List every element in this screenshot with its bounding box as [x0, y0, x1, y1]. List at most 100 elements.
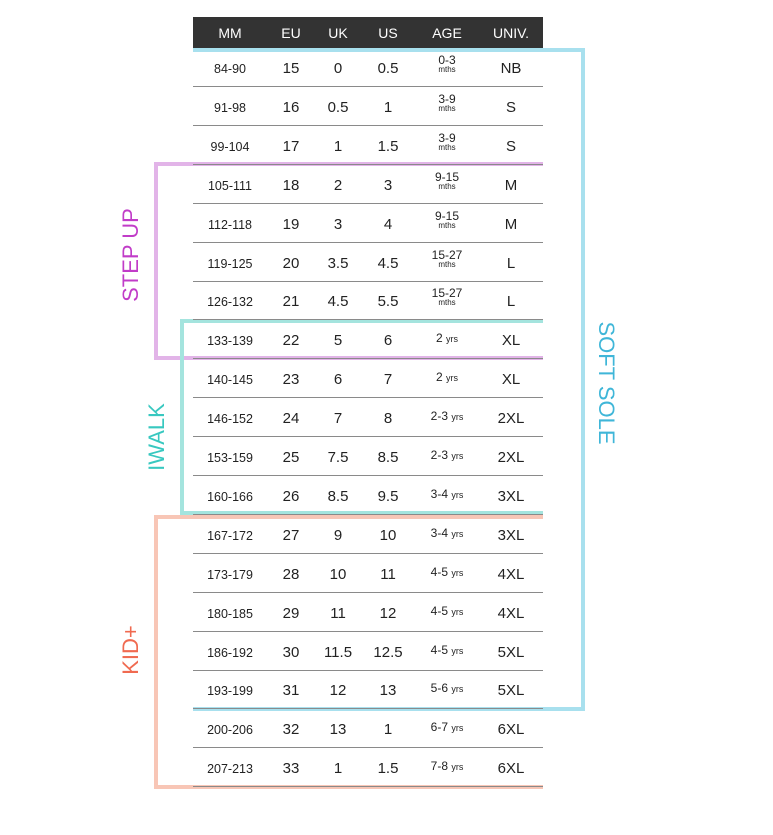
cell-age: 15-27 mths — [432, 249, 463, 269]
cell-eu: 31 — [282, 682, 300, 700]
cell-us: 1 — [383, 721, 393, 739]
cell-univ: L — [506, 293, 516, 311]
cell-age: 9-15 mths — [435, 210, 459, 230]
cell-uk: 11.5 — [323, 643, 353, 661]
table-row: 140-145 23 6 7 2 yrs XL — [193, 359, 543, 399]
cell-eu: 19 — [282, 215, 300, 233]
cell-mm: 99-104 — [210, 139, 250, 154]
cell-us: 6 — [383, 332, 393, 350]
cell-univ: S — [505, 137, 517, 155]
age-value: 3-9 — [438, 91, 456, 106]
age-value: 2 — [435, 370, 443, 385]
cell-univ: 4XL — [497, 604, 525, 622]
cell-age: 3-4 yrs — [430, 486, 464, 501]
cell-eu: 28 — [282, 565, 300, 583]
age-unit: mths — [438, 65, 456, 74]
cell-eu: 27 — [282, 526, 300, 544]
cell-age: 6-7 yrs — [430, 720, 464, 735]
cell-uk: 0 — [333, 60, 343, 77]
cell-us: 1.5 — [377, 137, 399, 155]
cell-univ: 2XL — [497, 449, 525, 466]
cell-eu: 17 — [282, 137, 300, 155]
cell-us: 11 — [380, 565, 396, 583]
age-value: 7-8 — [430, 759, 448, 774]
header-age: AGE — [432, 25, 462, 41]
cell-us: 12.5 — [373, 643, 403, 661]
header-mm: MM — [218, 25, 242, 41]
kid-plus-label: KID+ — [118, 625, 143, 675]
age-unit: yrs — [451, 606, 464, 617]
header-eu: EU — [281, 25, 301, 41]
cell-mm: 84-90 — [214, 62, 246, 76]
cell-univ: 5XL — [497, 643, 525, 661]
cell-us: 3 — [383, 176, 393, 194]
age-unit: mths — [438, 220, 456, 230]
age-value: 15-27 — [431, 286, 463, 301]
age-unit: mths — [438, 142, 456, 152]
cell-us: 8 — [383, 410, 393, 428]
cell-mm: 167-172 — [207, 528, 253, 543]
cell-age: 5-6 yrs — [431, 682, 464, 695]
age-unit: yrs — [451, 451, 464, 461]
iwalk-label: IWALK — [144, 403, 169, 471]
table-row: 207-213 33 1 1.5 7-8 yrs 6XL — [193, 748, 543, 788]
cell-us: 9.5 — [377, 487, 399, 505]
table-row: 167-172 27 9 10 3-4 yrs 3XL — [193, 515, 543, 554]
age-value: 4-5 — [430, 642, 448, 657]
cell-mm: 173-179 — [207, 567, 253, 582]
age-unit: mths — [438, 259, 456, 269]
table-row: 112-118 19 3 4 9-15 mths M — [193, 204, 543, 243]
cell-mm: 146-152 — [207, 412, 253, 427]
age-value: 4-5 — [430, 564, 448, 579]
cell-age: 7-8 yrs — [430, 759, 464, 774]
age-value: 4-5 — [430, 603, 448, 618]
cell-uk: 7 — [333, 410, 343, 428]
age-value: 2 — [435, 331, 443, 346]
table-row: 186-192 30 11.5 12.5 4-5 yrs 5XL — [193, 632, 543, 671]
table-row: 126-132 21 4.5 5.5 15-27 mths L — [193, 281, 543, 321]
age-unit: yrs — [451, 528, 464, 539]
cell-univ: 5XL — [497, 682, 525, 700]
cell-uk: 2 — [333, 176, 343, 194]
cell-uk: 5 — [333, 332, 343, 350]
iwalk-bracket — [180, 319, 543, 515]
cell-us: 10 — [379, 526, 397, 544]
cell-mm: 193-199 — [207, 684, 253, 699]
age-unit: yrs — [446, 334, 459, 345]
cell-uk: 13 — [329, 721, 347, 739]
age-unit: mths — [438, 298, 456, 308]
cell-age: 0-3 mths — [438, 53, 456, 74]
cell-age: 4-5 yrs — [430, 603, 464, 618]
table-header: MM EU UK US AGE UNIV. — [193, 17, 543, 48]
cell-uk: 4.5 — [327, 293, 349, 311]
header-univ: UNIV. — [492, 25, 530, 41]
cell-mm: 91-98 — [214, 100, 246, 115]
age-unit: yrs — [451, 645, 464, 656]
cell-univ: NB — [500, 60, 522, 77]
table-row: 99-104 17 1 1.5 3-9 mths S — [193, 126, 543, 165]
cell-mm: 140-145 — [207, 373, 253, 388]
cell-uk: 1 — [333, 760, 343, 778]
cell-eu: 22 — [282, 332, 300, 350]
cell-mm: 207-213 — [207, 762, 253, 777]
cell-us: 8.5 — [377, 449, 399, 466]
cell-age: 2 yrs — [435, 331, 459, 346]
cell-mm: 126-132 — [207, 295, 253, 310]
cell-eu: 29 — [282, 604, 300, 622]
age-value: 0-3 — [438, 53, 456, 67]
age-value: 6-7 — [430, 720, 448, 735]
cell-univ: 4XL — [497, 565, 525, 583]
cell-age: 9-15 mths — [435, 171, 459, 191]
cell-age: 3-9 mths — [438, 132, 456, 152]
cell-univ: XL — [501, 371, 521, 389]
cell-age: 4-5 yrs — [430, 564, 464, 579]
step-up-label: STEP UP — [118, 208, 143, 302]
table-row: 84-90 15 0 0.5 0-3 mths NB — [193, 48, 543, 87]
header-uk: UK — [328, 25, 348, 41]
cell-uk: 8.5 — [327, 487, 349, 505]
header-us: US — [378, 25, 398, 41]
cell-eu: 30 — [282, 643, 300, 661]
cell-eu: 15 — [282, 60, 300, 77]
cell-mm: 112-118 — [207, 217, 253, 232]
age-value: 3-4 — [430, 486, 448, 501]
